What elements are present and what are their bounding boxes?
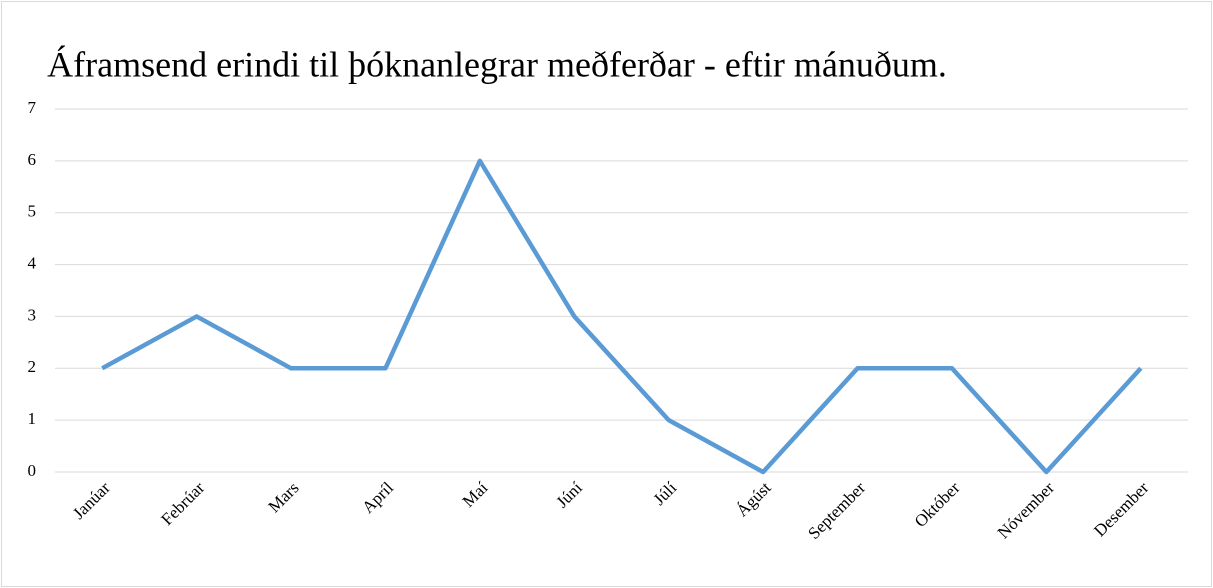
y-tick-label: 1 [28,409,37,428]
y-tick-label: 0 [28,461,37,480]
y-tick-label: 3 [28,305,37,324]
chart-title: Áframsend erindi til þóknanlegrar meðfer… [47,44,947,84]
y-tick-label: 5 [28,202,37,221]
line-series [101,158,1143,475]
y-tick-label: 2 [28,357,37,376]
y-tick-label: 7 [28,98,37,117]
y-tick-label: 4 [28,253,37,272]
y-tick-label: 6 [28,150,37,169]
